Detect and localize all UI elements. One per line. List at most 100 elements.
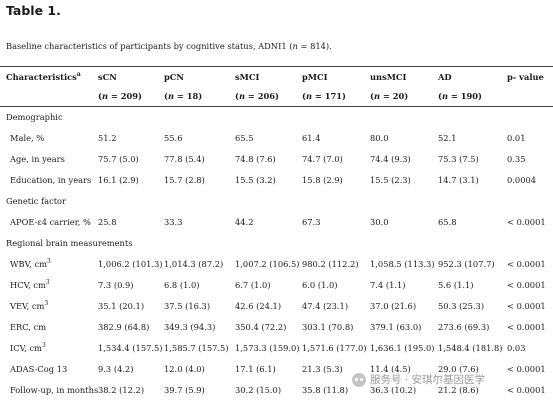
table-row: WBV, cm3 1,006.2 (101.3) 1,014.3 (87.2) 1,0… xyxy=(0,253,553,274)
table-cell: 44.2 xyxy=(235,216,254,227)
unit-superscript: 3 xyxy=(41,341,46,349)
table-header: Characteristicsa sCN pCN sMCI pMCI unsMC… xyxy=(0,68,553,106)
table-cell: 1,585.7 (157.5) xyxy=(164,342,229,353)
table-cell: 1,571.6 (177.0) xyxy=(302,342,367,353)
table-cell: 379.1 (63.0) xyxy=(370,321,422,332)
table-cell: 12.0 (4.0) xyxy=(164,363,205,374)
table-cell: 11.4 (4.5) xyxy=(370,363,411,374)
table-cell: 303.1 (70.8) xyxy=(302,321,354,332)
baseline-characteristics-table: Characteristicsa sCN pCN sMCI pMCI unsMC… xyxy=(0,68,553,400)
row-label: Age, in years xyxy=(10,153,65,164)
table-cell: 1,548.4 (181.8) xyxy=(438,342,503,353)
table-cell: 29.0 (7.6) xyxy=(438,363,479,374)
section-row: Regional brain measurements xyxy=(0,232,553,253)
table-top-rule xyxy=(0,66,553,67)
table-cell: 15.8 (2.9) xyxy=(302,174,343,185)
header-group-name: unsMCI xyxy=(370,71,407,82)
table-header-rule xyxy=(0,106,553,107)
table-row: ERC, cm 382.9 (64.8) 349.3 (94.3) 350.4 (72… xyxy=(0,316,553,337)
row-label: ICV, cm3 xyxy=(10,341,46,353)
table-cell: 51.2 xyxy=(98,132,117,143)
unit-superscript: 3 xyxy=(46,257,51,265)
table-cell: 39.7 (5.9) xyxy=(164,384,205,395)
row-label: ADAS-Cog 13 xyxy=(10,363,68,374)
section-heading: Genetic factor xyxy=(6,195,67,206)
p-value-cell: 0.01 xyxy=(507,132,526,143)
table-cell: 35.1 (20.1) xyxy=(98,300,145,311)
table-cell: 75.3 (7.5) xyxy=(438,153,479,164)
row-label: WBV, cm3 xyxy=(10,257,51,269)
table-row: Education, in years 16.1 (2.9) 15.7 (2.8) 1… xyxy=(0,169,553,190)
table-cell: 38.2 (12.2) xyxy=(98,384,145,395)
row-label: APOE-ε4 carrier, % xyxy=(10,216,91,227)
table-row: Male, % 51.2 55.6 65.5 61.4 80.0 52.1 0.01 xyxy=(0,127,553,148)
table-cell: 952.3 (107.7) xyxy=(438,258,495,269)
header-group-name: AD xyxy=(438,71,452,82)
table-cell: 1,636.1 (195.0) xyxy=(370,342,435,353)
table-cell: 74.4 (9.3) xyxy=(370,153,411,164)
row-label: Follow-up, in months xyxy=(10,384,99,395)
table-cell: 5.6 (1.1) xyxy=(438,279,474,290)
table-cell: 15.5 (3.2) xyxy=(235,174,276,185)
table-cell: 74.7 (7.0) xyxy=(302,153,343,164)
table-cell: 1,534.4 (157.5) xyxy=(98,342,163,353)
table-row: APOE-ε4 carrier, % 25.8 33.3 44.2 67.3 30.0 65… xyxy=(0,211,553,232)
table-row: Age, in years 75.7 (5.0) 77.8 (5.4) 74.8 (7… xyxy=(0,148,553,169)
header-group-n: (n = 18) xyxy=(164,90,203,101)
header-group-n: (n = 190) xyxy=(438,90,482,101)
row-label: Male, % xyxy=(10,132,45,143)
header-group-n: (n = 209) xyxy=(98,90,142,101)
p-value-cell: < 0.0001 xyxy=(507,216,546,227)
table-cell: 350.4 (72.2) xyxy=(235,321,287,332)
table-cell: 61.4 xyxy=(302,132,321,143)
table-cell: 1,006.2 (101.3) xyxy=(98,258,163,269)
table-cell: 50.3 (25.3) xyxy=(438,300,485,311)
header-blank xyxy=(507,85,553,106)
table-cell: 25.8 xyxy=(98,216,117,227)
table-cell: 6.7 (1.0) xyxy=(235,279,271,290)
p-value-cell: < 0.0001 xyxy=(507,300,546,311)
table-cell: 65.8 xyxy=(438,216,457,227)
p-value-cell: 0.35 xyxy=(507,153,526,164)
table-cell: 42.6 (24.1) xyxy=(235,300,282,311)
table-cell: 36.3 (10.2) xyxy=(370,384,417,395)
table-cell: 15.5 (2.3) xyxy=(370,174,411,185)
section-heading: Demographic xyxy=(6,111,63,122)
p-value-cell: 0.0004 xyxy=(507,174,537,185)
table-cell: 37.5 (16.3) xyxy=(164,300,211,311)
row-label: HCV, cm3 xyxy=(10,278,50,290)
table-cell: 273.6 (69.3) xyxy=(438,321,490,332)
table-cell: 52.1 xyxy=(438,132,457,143)
header-row-names: Characteristicsa sCN pCN sMCI pMCI unsMC… xyxy=(0,68,553,85)
table-row: VEV, cm3 35.1 (20.1) 37.5 (16.3) 42.6 (24.1… xyxy=(0,295,553,316)
table-cell: 980.2 (112.2) xyxy=(302,258,359,269)
table-cell: 80.0 xyxy=(370,132,389,143)
table-cell: 47.4 (23.1) xyxy=(302,300,349,311)
row-label: VEV, cm3 xyxy=(10,299,49,311)
table-cell: 35.8 (11.8) xyxy=(302,384,349,395)
p-value-cell: < 0.0001 xyxy=(507,363,546,374)
table-cell: 21.2 (8.6) xyxy=(438,384,479,395)
table-cell: 65.5 xyxy=(235,132,254,143)
p-value-cell: 0.03 xyxy=(507,342,526,353)
section-row: Demographic xyxy=(0,106,553,127)
table-cell: 1,058.5 (113.3) xyxy=(370,258,435,269)
section-heading: Regional brain measurements xyxy=(6,237,133,248)
header-p-value: p- value xyxy=(507,71,544,82)
table-body: Demographic Male, % 51.2 55.6 65.5 61.4 80.0 52… xyxy=(0,106,553,400)
table-cell: 14.7 (3.1) xyxy=(438,174,479,185)
table-row: HCV, cm3 7.3 (0.9) 6.8 (1.0) 6.7 (1.0) 6.0 (… xyxy=(0,274,553,295)
header-group-n: (n = 20) xyxy=(370,90,409,101)
table-cell: 55.6 xyxy=(164,132,183,143)
header-footnote-marker: a xyxy=(76,70,81,78)
p-value-cell: < 0.0001 xyxy=(507,258,546,269)
table-cell: 382.9 (64.8) xyxy=(98,321,150,332)
header-group-n: (n = 171) xyxy=(302,90,346,101)
table-cell: 1,573.3 (159.0) xyxy=(235,342,300,353)
watermark: 服务号 · 安琪尔基因医学 xyxy=(352,372,485,387)
p-value-cell: < 0.0001 xyxy=(507,384,546,395)
p-value-cell: < 0.0001 xyxy=(507,321,546,332)
unit-superscript: 3 xyxy=(44,299,49,307)
table-cell: 30.0 xyxy=(370,216,389,227)
unit-superscript: 3 xyxy=(45,278,50,286)
